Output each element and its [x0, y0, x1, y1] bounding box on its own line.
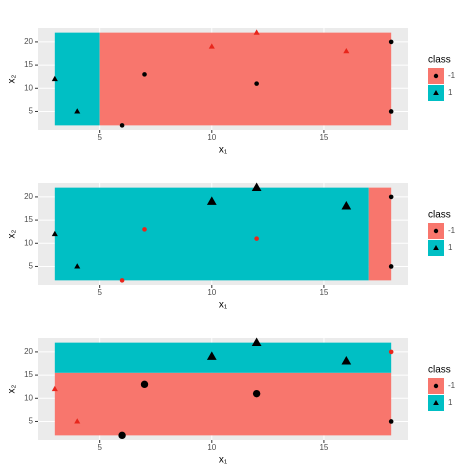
point: [208, 43, 215, 49]
x-tick-label: 5: [97, 133, 102, 142]
point: [341, 356, 352, 365]
point: [206, 196, 217, 205]
y-tick-label: 10: [24, 83, 33, 92]
legend-symbol: [433, 73, 439, 79]
point: [119, 123, 125, 128]
y-axis-label: x₂: [7, 74, 18, 83]
point: [251, 182, 262, 191]
y-tick-label: 20: [24, 347, 33, 356]
legend-title: class: [428, 210, 451, 221]
x-tick-label: 15: [319, 133, 328, 142]
x-tick-label: 10: [207, 443, 216, 452]
point: [118, 431, 126, 440]
legend-symbol: [433, 245, 439, 250]
x-axis-label: x₁: [219, 300, 228, 311]
y-tick-label: 10: [24, 238, 33, 247]
y-axis-label: x₂: [7, 384, 18, 393]
point: [206, 351, 217, 360]
x-tick-label: 15: [319, 443, 328, 452]
y-tick-label: 5: [29, 107, 34, 116]
point: [51, 385, 58, 392]
y-axis-label: x₂: [7, 229, 18, 238]
y-tick-label: 5: [29, 417, 34, 426]
point: [388, 419, 394, 424]
point: [341, 201, 352, 210]
point: [140, 380, 149, 389]
legend-label: -1: [448, 226, 456, 235]
point: [74, 263, 81, 269]
x-tick-label: 10: [207, 288, 216, 297]
y-tick-label: 15: [24, 215, 33, 224]
legend-symbol: [433, 90, 439, 95]
point: [254, 236, 259, 241]
region: [54, 372, 392, 436]
point: [388, 264, 394, 269]
legend-label: -1: [448, 381, 456, 390]
point: [142, 72, 147, 77]
region: [368, 187, 392, 281]
legend-symbol: [433, 228, 439, 234]
y-tick-label: 15: [24, 60, 33, 69]
point: [343, 47, 350, 54]
point: [74, 108, 81, 114]
legend-label: 1: [448, 243, 453, 252]
point: [388, 109, 394, 114]
legend-symbol: [433, 400, 439, 405]
point: [51, 75, 58, 82]
x-tick-label: 5: [97, 288, 102, 297]
x-tick-label: 10: [207, 133, 216, 142]
legend-title: class: [428, 55, 451, 66]
x-axis-label: x₁: [219, 455, 228, 466]
point: [253, 29, 260, 35]
point: [388, 194, 394, 200]
x-tick-label: 5: [97, 443, 102, 452]
y-tick-label: 15: [24, 370, 33, 379]
point: [74, 418, 81, 424]
legend-label: 1: [448, 88, 453, 97]
point: [254, 81, 259, 86]
x-tick-label: 15: [319, 288, 328, 297]
point: [388, 39, 394, 45]
y-tick-label: 20: [24, 192, 33, 201]
point: [51, 230, 58, 237]
legend-symbol: [433, 383, 439, 389]
point: [251, 337, 262, 346]
point: [142, 227, 147, 232]
point: [388, 349, 394, 355]
legend-label: 1: [448, 398, 453, 407]
point: [252, 389, 261, 398]
y-tick-label: 5: [29, 262, 34, 271]
point: [119, 278, 125, 283]
y-tick-label: 20: [24, 37, 33, 46]
legend-label: -1: [448, 71, 456, 80]
legend-title: class: [428, 365, 451, 376]
region: [99, 32, 392, 126]
region: [54, 342, 392, 373]
y-tick-label: 10: [24, 393, 33, 402]
x-axis-label: x₁: [219, 145, 228, 156]
